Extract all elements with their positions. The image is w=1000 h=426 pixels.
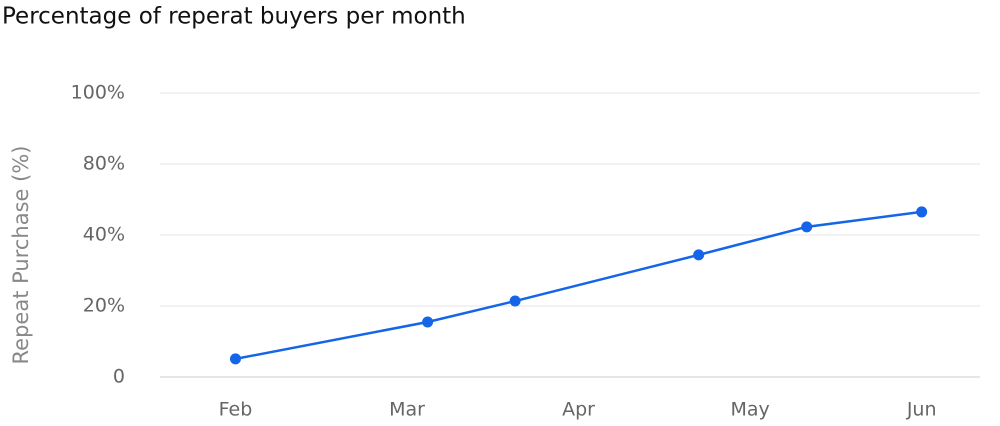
point [916, 206, 928, 218]
point [801, 221, 813, 233]
y-tick-label: 100% [71, 82, 125, 104]
x-tick-label: May [730, 399, 769, 421]
y-axis-label: Repeat Purchase (%) [9, 146, 33, 365]
x-tick-label: Mar [389, 399, 425, 421]
y-tick-label: 0 [113, 366, 125, 388]
x-tick-label: Jun [906, 399, 937, 421]
point [693, 249, 705, 261]
point [509, 295, 521, 307]
chart-title: Percentage of reperat buyers per month [2, 4, 466, 30]
x-tick-label: Feb [219, 399, 253, 421]
y-tick-label: 40% [83, 224, 125, 246]
y-tick-label: 20% [83, 295, 125, 317]
point [422, 316, 434, 328]
x-tick-label: Apr [562, 399, 595, 421]
line [235, 210, 922, 361]
point [229, 353, 241, 365]
y-tick-label: 80% [83, 153, 125, 175]
